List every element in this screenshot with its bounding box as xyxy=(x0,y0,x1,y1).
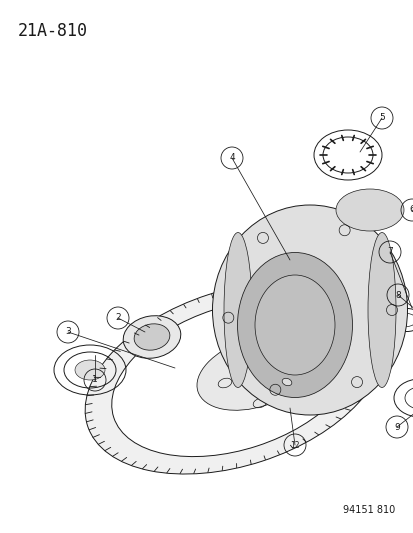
Text: 9: 9 xyxy=(393,423,399,432)
Ellipse shape xyxy=(112,300,357,457)
Text: 94151 810: 94151 810 xyxy=(342,505,394,515)
Text: 5: 5 xyxy=(378,114,384,123)
Text: 7: 7 xyxy=(386,247,392,256)
Text: 6: 6 xyxy=(408,206,413,214)
Text: 8: 8 xyxy=(394,290,400,300)
Ellipse shape xyxy=(223,232,252,387)
Ellipse shape xyxy=(282,378,291,386)
Text: 4: 4 xyxy=(229,154,234,163)
Text: 1: 1 xyxy=(92,376,97,384)
Ellipse shape xyxy=(197,336,312,410)
Ellipse shape xyxy=(134,324,169,350)
Ellipse shape xyxy=(335,189,403,231)
Ellipse shape xyxy=(85,282,384,474)
Ellipse shape xyxy=(237,253,351,398)
Ellipse shape xyxy=(367,232,395,387)
Text: 21A-810: 21A-810 xyxy=(18,22,88,40)
Text: 3: 3 xyxy=(65,327,71,336)
Text: 12: 12 xyxy=(290,440,299,449)
Ellipse shape xyxy=(123,316,180,358)
Text: 2: 2 xyxy=(115,313,121,322)
Ellipse shape xyxy=(212,205,406,415)
Ellipse shape xyxy=(75,360,105,380)
Ellipse shape xyxy=(254,275,334,375)
